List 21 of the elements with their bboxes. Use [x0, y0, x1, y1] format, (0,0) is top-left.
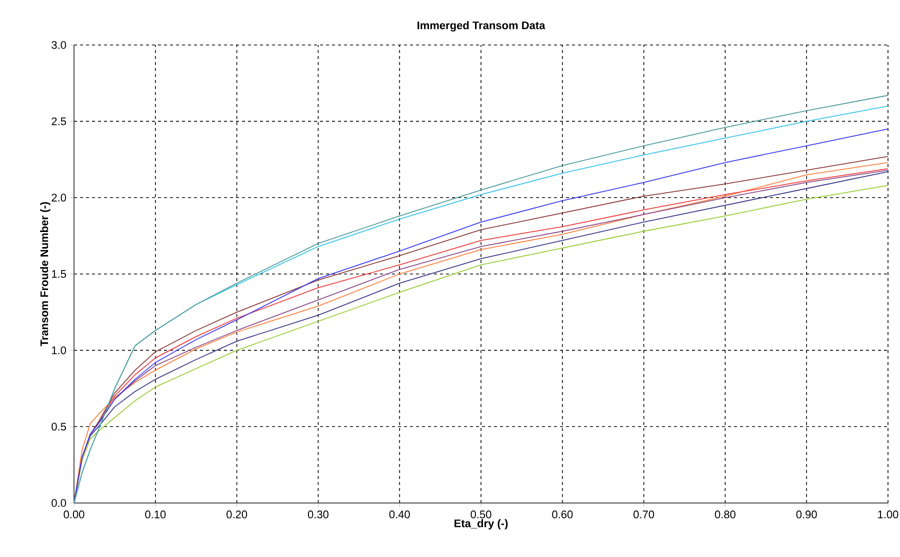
y-tick-label: 1.0 — [52, 346, 66, 354]
x-tick-label: 0.60 — [552, 510, 573, 518]
y-tick-label: 1.5 — [52, 270, 66, 278]
x-tick-label: 0.70 — [634, 510, 654, 518]
y-tick-label: 2.0 — [52, 194, 66, 202]
x-tick-label: 0.30 — [308, 510, 328, 518]
x-tick-label: 0.10 — [145, 510, 166, 518]
x-tick-label: 0.50 — [470, 510, 492, 518]
x-tick-label: 0.20 — [226, 510, 248, 518]
x-tick-label: 0.90 — [796, 510, 817, 518]
x-tick-label: 1.00 — [878, 510, 898, 518]
x-tick-label: 0.00 — [64, 510, 84, 518]
y-tick-label: 0.0 — [52, 499, 66, 507]
x-axis-title: Eta_dry (-) — [454, 519, 508, 530]
y-tick-label: 0.5 — [52, 422, 66, 431]
chart-title: Immerged Transom Data — [418, 21, 546, 32]
y-axis-title: Transom Froude Number (-) — [40, 202, 50, 346]
y-tick-label: 3.0 — [52, 41, 66, 49]
y-tick-label: 2.5 — [52, 117, 66, 126]
x-tick-label: 0.40 — [389, 510, 410, 518]
x-tick-label: 0.80 — [714, 510, 736, 518]
